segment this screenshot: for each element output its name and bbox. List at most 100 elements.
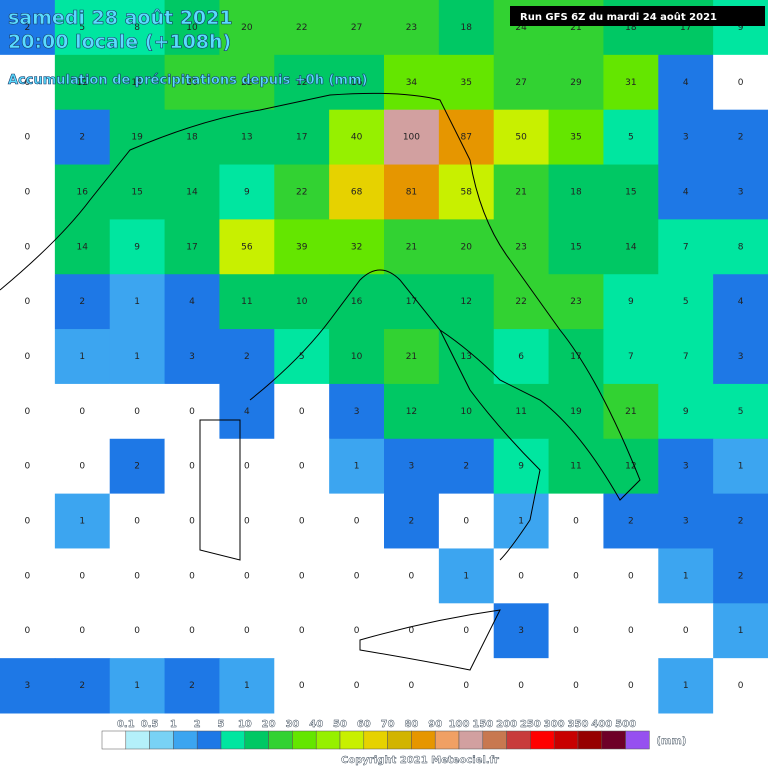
precip-value: 3 — [683, 133, 689, 143]
precip-cell — [329, 329, 385, 385]
legend-swatch — [434, 730, 460, 750]
precip-cell — [493, 438, 550, 495]
precip-cell — [54, 493, 111, 549]
precip-cell — [219, 603, 275, 659]
legend-label: 2 — [194, 719, 201, 730]
legend-label: 500 — [615, 719, 636, 730]
precip-value: 0 — [25, 517, 31, 527]
precip-cell — [219, 493, 275, 549]
precip-value: 18 — [625, 23, 637, 33]
legend-swatch — [196, 730, 222, 750]
precip-value: 0 — [25, 626, 31, 636]
legend-label: 200 — [496, 719, 517, 730]
precip-value: 10 — [461, 407, 473, 417]
precip-value: 8 — [738, 242, 744, 252]
precip-value: 1 — [738, 462, 744, 472]
precip-cell — [109, 219, 166, 275]
legend-swatch — [363, 730, 388, 750]
precip-cell — [384, 0, 440, 56]
precip-value: 3 — [409, 462, 415, 472]
legend-swatch — [553, 730, 579, 750]
precip-cell — [54, 329, 111, 385]
precip-cell — [219, 0, 275, 56]
precip-cell — [493, 109, 550, 166]
precip-cell — [658, 109, 714, 166]
precip-value: 100 — [403, 133, 420, 143]
precip-value: 1 — [683, 681, 689, 691]
precip-value: 1 — [518, 517, 524, 527]
precip-cell — [0, 383, 56, 440]
precip-cell — [0, 548, 56, 604]
precip-value: 20 — [461, 242, 473, 252]
precip-cell — [219, 658, 275, 714]
legend-label: 40 — [309, 719, 323, 730]
legend-label: 400 — [591, 719, 612, 730]
precip-cell — [54, 383, 111, 440]
precip-cell — [384, 658, 440, 714]
precip-value: 1 — [463, 571, 469, 581]
precip-cell — [54, 548, 111, 604]
precip-cell — [438, 438, 495, 495]
precip-value: 1 — [738, 626, 744, 636]
legend-label: 80 — [404, 719, 418, 730]
precip-value: 2 — [25, 23, 31, 33]
precip-cell — [384, 548, 440, 604]
precip-value: 0 — [244, 626, 250, 636]
precip-cell — [54, 274, 111, 330]
precip-value: 10 — [296, 297, 308, 307]
precip-cell — [329, 658, 385, 714]
precip-field: 2 5 8 10 20 22 27 23 18 24 21 18 17 90 12 15 20 22 12 16 34 3… — [0, 0, 768, 714]
precip-value: 21 — [515, 187, 526, 197]
precip-value: 27 — [515, 78, 526, 88]
precip-cell — [384, 329, 440, 385]
precip-value: 13 — [461, 352, 472, 362]
precip-value: 0 — [134, 407, 140, 417]
precip-value: 31 — [625, 78, 636, 88]
precip-value: 0 — [299, 462, 305, 472]
precip-cell — [603, 54, 659, 111]
precip-cell — [438, 658, 495, 714]
legend-label: 30 — [285, 719, 299, 730]
precip-value: 15 — [131, 187, 142, 197]
legend-label: 150 — [472, 719, 493, 730]
precip-value: 0 — [25, 242, 31, 252]
precip-value: 0 — [518, 681, 524, 691]
precip-value: 1 — [79, 517, 85, 527]
precip-value: 16 — [77, 187, 89, 197]
precip-cell — [384, 274, 440, 330]
precip-cell — [219, 438, 275, 495]
precip-cell — [658, 493, 714, 549]
precip-value: 18 — [570, 187, 582, 197]
precip-value: 0 — [573, 626, 579, 636]
precip-value: 9 — [244, 187, 250, 197]
precip-value: 0 — [628, 681, 634, 691]
precip-value: 15 — [131, 78, 142, 88]
precip-cell — [109, 383, 166, 440]
precip-value: 11 — [515, 407, 526, 417]
precip-cell — [603, 603, 659, 659]
precip-cell — [603, 438, 659, 495]
precip-cell — [219, 219, 275, 275]
precip-value: 21 — [406, 352, 417, 362]
precip-cell — [219, 383, 275, 440]
precip-value: 0 — [189, 517, 195, 527]
precip-cell — [219, 548, 275, 604]
precip-cell — [164, 658, 220, 714]
precip-value: 4 — [244, 407, 250, 417]
precip-cell — [109, 548, 166, 604]
precip-cell — [0, 54, 56, 111]
legend-swatch — [149, 730, 174, 750]
precip-value: 0 — [134, 517, 140, 527]
precip-value: 0 — [409, 681, 415, 691]
precip-cell — [164, 54, 220, 111]
precip-cell — [274, 109, 330, 166]
precip-value: 40 — [351, 133, 363, 143]
precip-value: 0 — [25, 187, 31, 197]
precip-cell — [219, 329, 275, 385]
precip-value: 12 — [296, 78, 307, 88]
precip-value: 0 — [628, 571, 634, 581]
precip-cell — [438, 329, 495, 385]
precip-value: 14 — [77, 242, 89, 252]
precip-cell — [54, 54, 111, 111]
